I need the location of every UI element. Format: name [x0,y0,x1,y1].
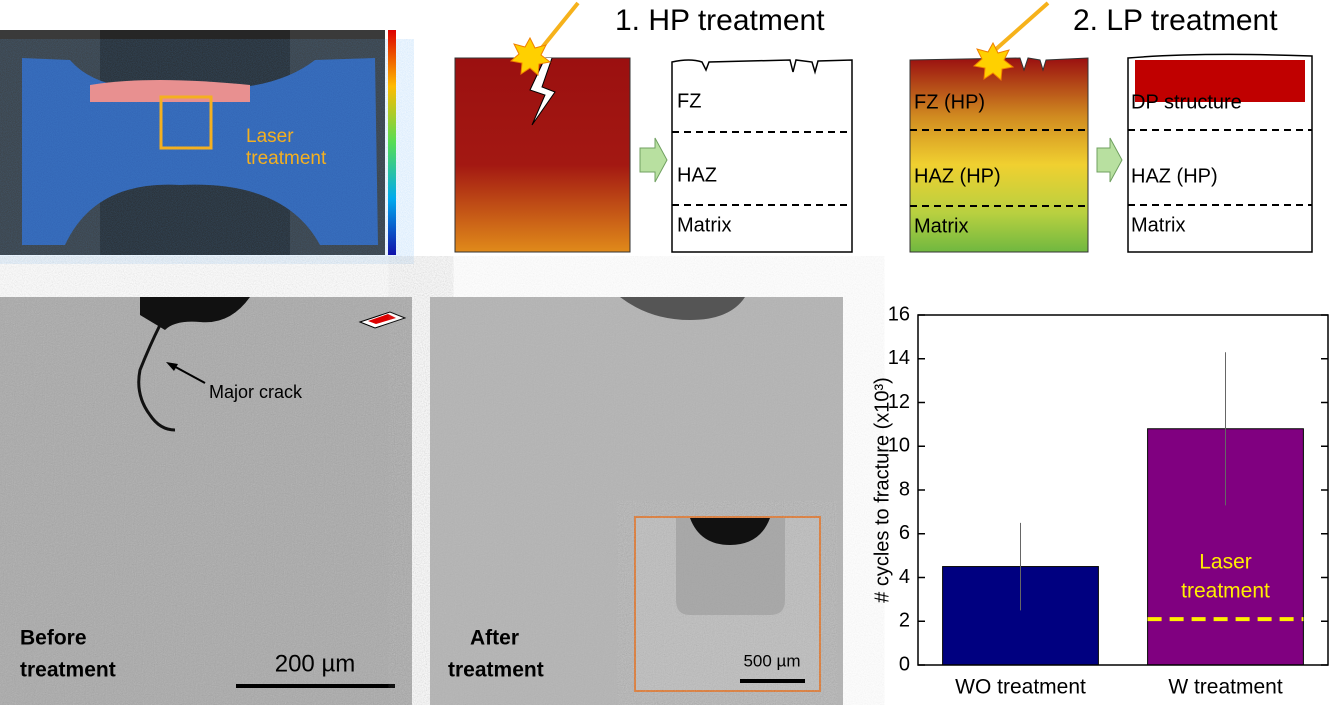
notch [690,518,770,545]
pointer-head [166,362,178,371]
layer-label: HAZ (HP) [914,165,1001,187]
laser-beam [993,1,1050,52]
specimen-icon [368,314,396,324]
laser-spot [972,41,1015,82]
dp-layer [1135,60,1305,102]
layer-label: Matrix [1131,214,1185,236]
annotation: Laser [246,126,294,147]
layer-label: Matrix [914,215,968,237]
arrow [1096,137,1123,183]
micrograph-before: Major crack Before treatment 200 µm [0,297,412,705]
layer-label: FZ (HP) [914,91,985,113]
panel-a: Laser treatment [0,30,396,255]
annotation: treatment [1181,580,1270,603]
y-axis-label: # cycles to fracture (x10³) [871,377,893,603]
strain-zone [90,80,250,102]
y-tick-label: 8 [899,478,910,500]
colorbar [388,30,396,255]
plot-frame [917,314,1329,666]
panel-label: After [470,627,519,650]
block [1127,53,1313,253]
y-tick-label: 6 [899,522,910,544]
step-title: 1. HP treatment [615,4,825,37]
micrograph-after: After treatment 500 µm [430,297,843,705]
notch [620,297,745,320]
layer-label: Matrix [677,214,731,236]
micrograph-texture [0,297,412,705]
laser-beam [538,1,580,52]
scale-bar-label: 500 µm [743,651,800,670]
annotation: Major crack [209,382,303,402]
y-tick-label: 12 [888,391,910,413]
y-tick-label: 14 [888,347,910,369]
step-title: 2. LP treatment [1073,4,1278,37]
specimen-texture [22,58,378,245]
x-tick-label: WO treatment [955,676,1086,699]
layer-label: DP structure [1131,91,1242,113]
y-tick-label: 4 [899,566,910,588]
panel-label: treatment [20,659,116,682]
y-tick-label: 10 [888,435,910,457]
layer-label: FZ [677,90,701,112]
laser-spot [509,36,552,77]
x-tick-label: W treatment [1168,676,1283,699]
scale-bar-label: 200 µm [275,650,356,677]
crack [137,324,176,432]
panel-label: Before [20,627,87,650]
y-tick-label: 0 [899,653,910,675]
hp-schematic: 1. HP treatment FZ HAZ Matrix [454,1,853,253]
layer-label: HAZ (HP) [1131,165,1218,187]
layer-label: HAZ [677,164,717,186]
highlight-box [159,95,213,150]
annotation: Laser [1199,551,1252,574]
bar-chart: 0 2 4 6 8 10 12 14 16 # cycles to fracture (x10³)… [871,303,1329,699]
treated-zone [676,518,785,615]
notch [140,297,250,330]
y-tick-label: 16 [888,303,910,325]
crack [529,57,556,126]
y-tick-label: 2 [899,610,910,632]
annotation: treatment [246,148,327,169]
panel-label: treatment [448,659,544,682]
arrow [639,137,668,183]
lp-schematic: 2. LP treatment FZ (HP) HAZ (HP) Matrix … [909,1,1313,253]
